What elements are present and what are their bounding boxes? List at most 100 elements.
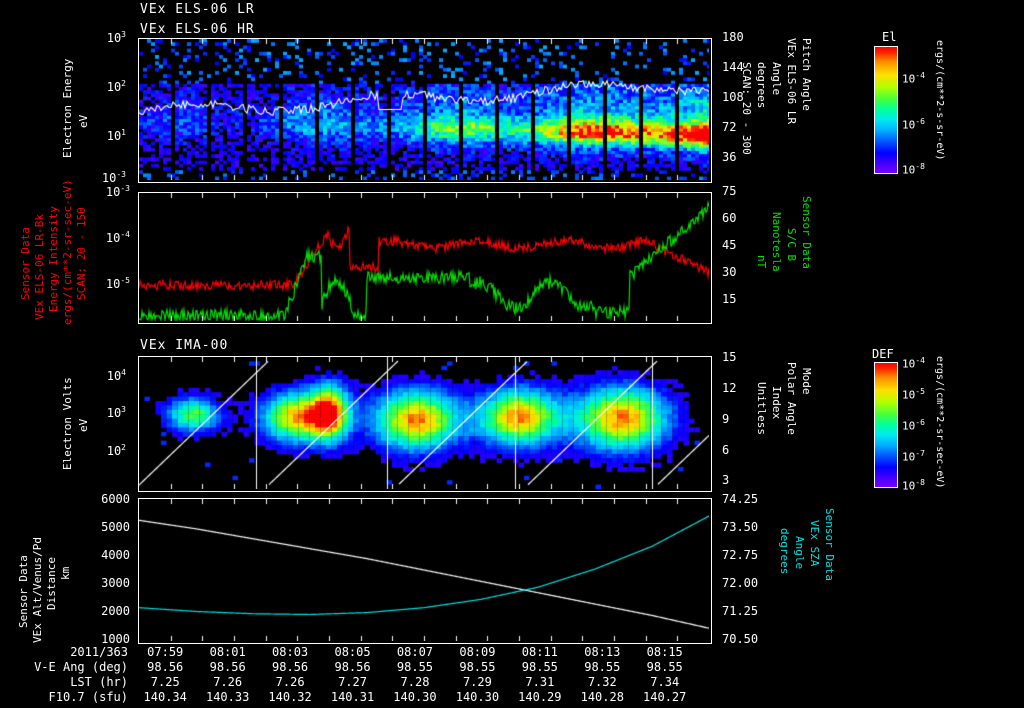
panel1-ytick-2: 101 [106,128,126,143]
footer-cell-0-0: 98.56 [147,659,184,674]
panel1-ytick-3: 10-3 [101,170,126,185]
panel3-title: VEx IMA-00 [140,338,229,353]
panel1-right-axis-scan: SCAN: 20 - 300 [740,62,753,155]
panel2-ytick-2: 10-5 [105,276,130,291]
panel2-rtick-2: 45 [722,238,737,252]
footer-cell-2-1: 140.33 [205,689,250,704]
panel4-rtick-2: 72.75 [722,548,759,562]
footer-cell-2-8: 140.27 [643,689,687,704]
footer-cell-0-3: 98.56 [334,659,371,674]
footer-cell-0-2: 98.56 [272,659,309,674]
panel2-line-chart [139,193,709,321]
panel3-rtick-4: 3 [722,473,730,487]
footer-cell-0-5: 98.55 [459,659,496,674]
panel4-left-line1: Sensor Data [17,555,30,628]
panel1-ytick-1: 102 [106,79,126,94]
footer-date-label: 2011/363 [70,644,128,659]
panel2-left-line4: ergs/(cm**2-sr-sec-eV) [61,179,74,325]
colorbar1-tick-2: 10-8 [902,162,925,177]
panel3-ytick-0: 104 [106,368,126,383]
panel1-rtick-1: 144 [722,60,744,74]
panel1-rtick-4: 36 [722,150,737,164]
panel3-rtick-1: 12 [722,381,737,395]
footer-time-2: 08:03 [272,644,309,659]
panel4-rtick-0: 74.25 [722,492,759,506]
colorbar2-label: DEF [872,347,894,361]
footer-cell-0-4: 98.55 [396,659,434,674]
panel1-right-axis-sub1: VEx ELS-06 LR [785,38,798,125]
footer-cell-1-3: 7.27 [338,674,367,689]
table-row: V-E Ang (deg) 98.56 98.56 98.56 98.56 98.55 9… [0,659,696,674]
panel4-plot-area [138,498,712,644]
footer-cell-2-0: 140.34 [143,689,187,704]
footer-cell-0-6: 98.55 [521,659,558,674]
footer-time-4: 08:07 [396,644,434,659]
panel3-ytick-1: 103 [106,405,126,420]
panel2-right-line3: Nanotesla [770,212,783,272]
panel2-rtick-4: 15 [722,292,737,306]
footer-cell-2-3: 140.31 [330,689,375,704]
panel4-left-line2: VEx Alt/Venus/Pd [31,537,44,643]
footer-row-label-0: V-E Ang (deg) [34,659,128,674]
panel4-right-line3: Angle [793,536,806,570]
panel1-title-hr: VEx ELS-06 HR [140,22,255,37]
panel1-left-axis-title: Electron Energy [61,58,74,158]
panel3-right-line4: Unitless [755,382,768,435]
colorbar2-tick-2: 10-6 [902,418,925,433]
footer-row-label-1: LST (hr) [70,674,128,689]
footer-time-7: 08:13 [584,644,621,659]
panel2-right-line2: S/C B [785,228,798,262]
panel3-right-line1: Mode [800,368,813,395]
panel2-right-line4: nT [755,255,768,269]
footer-time-5: 08:09 [459,644,496,659]
panel3-plot-area [138,356,712,492]
colorbar2-units: ergs/(cm**2-sr-sec-eV) [934,356,945,489]
panel1-rtick-0: 180 [722,30,744,44]
colorbar2 [874,362,898,488]
footer-cell-2-4: 140.30 [393,689,437,704]
footer-time-3: 08:05 [334,644,371,659]
panel1-spectrogram [139,39,709,180]
colorbar2-tick-4: 10-8 [902,478,925,493]
panel2-rtick-3: 30 [722,265,737,279]
footer-cell-2-2: 140.32 [268,689,312,704]
colorbar1-units: ergs/(cm**2-s-sr-eV) [934,40,945,161]
footer-cell-1-1: 7.26 [213,674,243,689]
panel1-rtick-3: 72 [722,120,737,134]
panel1-plot-area [138,38,712,183]
panel4-rtick-4: 71.25 [722,604,759,618]
panel3-rtick-3: 6 [722,443,730,457]
footer-cell-2-6: 140.29 [518,689,562,704]
panel4-ytick-3: 3000 [101,576,130,590]
footer-time-1: 08:01 [209,644,246,659]
footer-cell-1-6: 7.31 [525,674,555,689]
footer-row-label-2: F10.7 (sfu) [48,689,128,704]
panel2-left-line3: Energy Intensity [47,206,60,312]
footer-cell-0-7: 98.55 [584,659,621,674]
colorbar2-tick-3: 10-7 [902,449,925,464]
footer-cell-1-8: 7.34 [650,674,680,689]
footer-table: 2011/363 07:59 08:01 08:03 08:05 08:07 08:09 0… [0,644,696,704]
footer-cell-0-8: 98.55 [646,659,683,674]
panel2-plot-area [138,192,712,324]
footer-cell-1-2: 7.26 [275,674,305,689]
panel3-right-line3: Index [770,386,783,420]
footer-time-0: 07:59 [147,644,184,659]
panel4-rtick-5: 70.50 [722,632,759,646]
panel2-left-line2: VEx ELS-06 LR-Bk [33,214,46,320]
footer-cell-1-5: 7.29 [462,674,492,689]
panel3-ytick-2: 102 [106,443,126,458]
panel1-left-axis-units: eV [77,114,90,128]
colorbar1 [874,46,898,174]
footer-cell-1-7: 7.32 [587,674,617,689]
panel4-ytick-5: 1000 [101,632,130,646]
panel4-right-line4: degrees [778,528,791,575]
panel4-ytick-0: 6000 [101,492,130,506]
panel2-rtick-1: 60 [722,211,737,225]
panel4-line-chart [139,499,709,641]
footer-time-table: 2011/363 07:59 08:01 08:03 08:05 08:07 08:09 0… [0,644,1024,708]
panel1-ytick-0: 103 [106,30,126,45]
panel2-ytick-1: 10-4 [105,230,130,245]
panel3-left-axis-units: eV [77,418,90,432]
